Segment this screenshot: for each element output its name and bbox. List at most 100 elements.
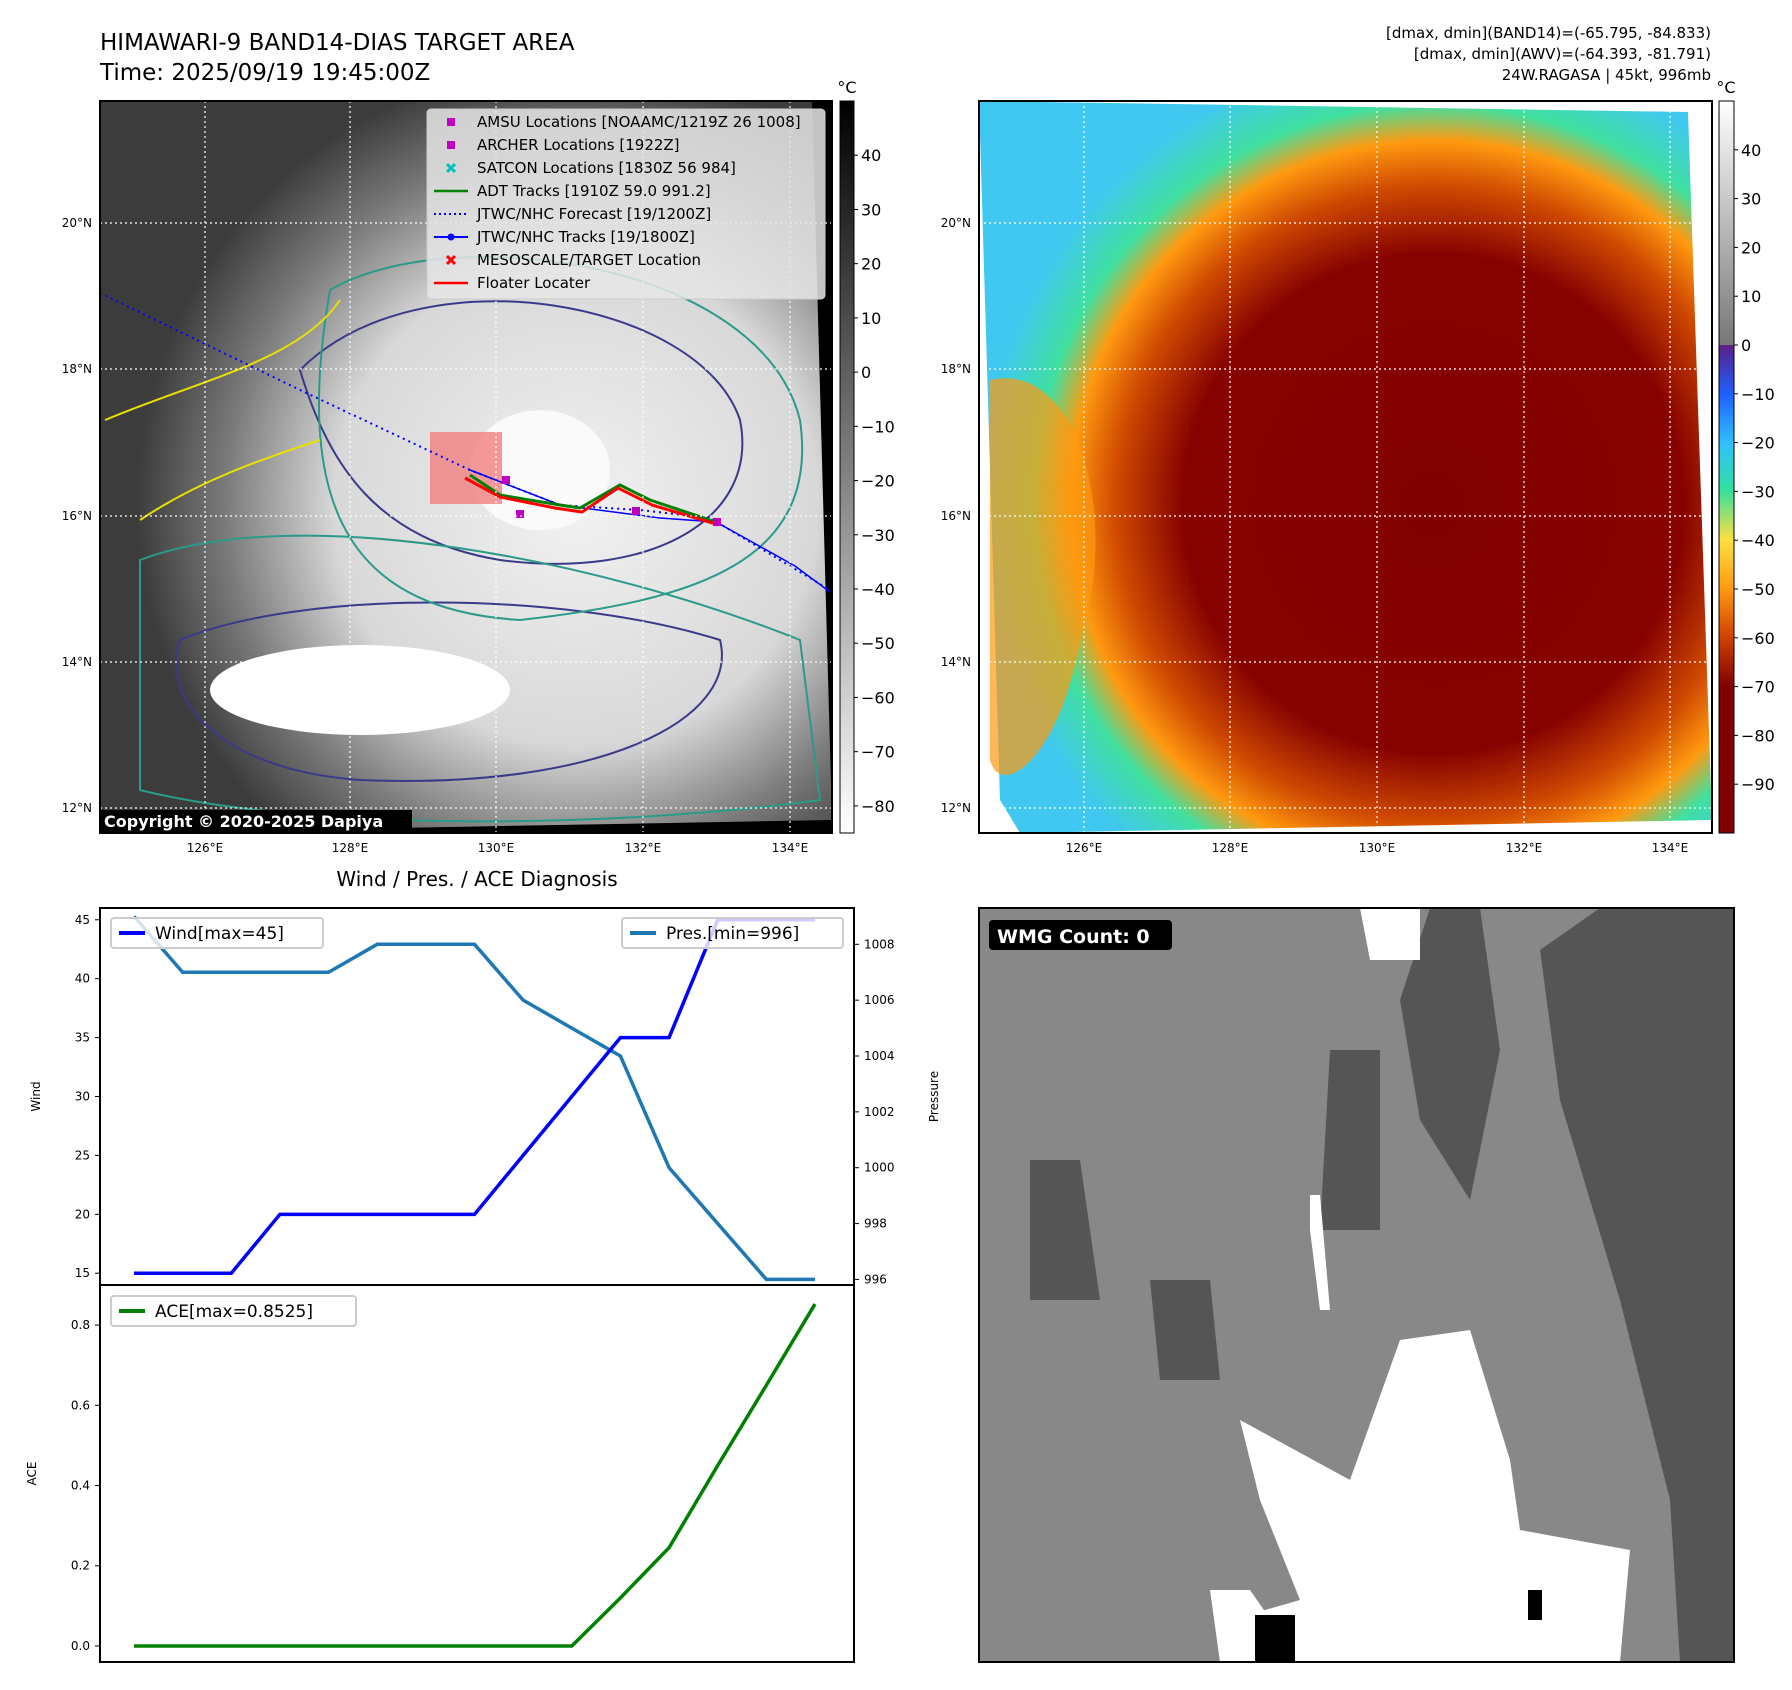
gray-cbar-tick-label: −70 bbox=[861, 743, 895, 762]
ace-legend: ACE[max=0.8525] bbox=[110, 1295, 357, 1327]
color-cbar-tick-label: −50 bbox=[1741, 580, 1775, 599]
legend-label: Floater Locater bbox=[477, 274, 591, 292]
legend-label: Pres.[min=996] bbox=[666, 924, 799, 944]
wind-tick-label: 35 bbox=[75, 1031, 90, 1045]
map-gridlines bbox=[979, 101, 1712, 833]
color-cbar-tick-label: −80 bbox=[1741, 726, 1775, 745]
wmg-panel: WMG Count: 0 bbox=[978, 907, 1735, 1663]
ace-tick-label: 0.6 bbox=[71, 1398, 90, 1412]
pressure-tick-label: 1004 bbox=[864, 1049, 895, 1063]
x-marker-icon bbox=[445, 162, 457, 174]
adt-track bbox=[469, 473, 717, 524]
color-cbar-tick-label: −20 bbox=[1741, 434, 1775, 453]
wind-legend: Wind[max=45] bbox=[110, 917, 324, 949]
storm-info: 24W.RAGASA | 45kt, 996mb bbox=[1502, 66, 1711, 84]
ace-tick-label: 0.4 bbox=[71, 1479, 90, 1493]
lon-label: 134°E bbox=[772, 841, 809, 855]
lon-label: 132°E bbox=[1506, 841, 1543, 855]
lat-label: 12°N bbox=[62, 801, 92, 815]
color-cbar-unit: °C bbox=[1716, 78, 1735, 97]
gray-cbar-tick-label: −30 bbox=[861, 526, 895, 545]
lon-label: 132°E bbox=[625, 841, 662, 855]
wind-tick-label: 45 bbox=[75, 913, 90, 927]
legend-label: SATCON Locations [1830Z 56 984] bbox=[477, 159, 736, 177]
color-cbar-tick-label: −60 bbox=[1741, 629, 1775, 648]
gray-cbar-tick-label: −40 bbox=[861, 580, 895, 599]
color-cbar-tick-label: −40 bbox=[1741, 531, 1775, 550]
wind-axis-label: Wind bbox=[29, 1081, 43, 1111]
pressure-tick-label: 1006 bbox=[864, 993, 895, 1007]
gray-cbar-tick-label: 30 bbox=[861, 200, 881, 219]
diagnosis-title: Wind / Pres. / ACE Diagnosis bbox=[336, 867, 617, 891]
wind-tick-label: 30 bbox=[75, 1090, 90, 1104]
ir-color-map bbox=[978, 100, 1713, 834]
lat-label: 14°N bbox=[62, 655, 92, 669]
ace-line bbox=[134, 1303, 817, 1648]
wmg-count-label: WMG Count: 0 bbox=[997, 926, 1150, 948]
color-cbar-tick-label: 20 bbox=[1741, 238, 1761, 257]
pressure-line bbox=[132, 915, 815, 1282]
awv-range: [dmax, dmin](AWV)=(-64.393, -81.791) bbox=[1414, 45, 1711, 63]
lon-label: 130°E bbox=[478, 841, 515, 855]
pressure-tick-label: 996 bbox=[864, 1272, 887, 1286]
map-legend: AMSU Locations [NOAAMC/1219Z 26 1008] ARC… bbox=[426, 108, 826, 300]
lon-label: 126°E bbox=[1066, 841, 1103, 855]
color-cbar-tick-label: 30 bbox=[1741, 190, 1761, 209]
legend-item: JTWC/NHC Forecast [19/1200Z] bbox=[434, 205, 711, 223]
gray-cbar-tick-label: −50 bbox=[861, 634, 895, 653]
gray-cbar-tick-label: 0 bbox=[861, 363, 871, 382]
wind-tick-label: 40 bbox=[75, 972, 90, 986]
ace-tick-label: 0.8 bbox=[71, 1318, 90, 1332]
lon-label: 128°E bbox=[1212, 841, 1249, 855]
floater-track bbox=[464, 476, 717, 526]
lon-label: 130°E bbox=[1359, 841, 1396, 855]
gray-cbar-tick-label: −20 bbox=[861, 472, 895, 491]
legend-label: MESOSCALE/TARGET Location bbox=[477, 251, 701, 269]
pressure-legend: Pres.[min=996] bbox=[621, 917, 844, 949]
legend-item: ARCHER Locations [1922Z] bbox=[447, 136, 680, 154]
gray-colorbar bbox=[839, 100, 855, 834]
legend-label: JTWC/NHC Forecast [19/1200Z] bbox=[476, 205, 711, 223]
legend-label: ARCHER Locations [1922Z] bbox=[477, 136, 680, 154]
lon-label: 128°E bbox=[332, 841, 369, 855]
lat-label: 16°N bbox=[62, 509, 92, 523]
pressure-axis-label: Pressure bbox=[927, 1071, 941, 1122]
lat-label: 20°N bbox=[941, 216, 971, 230]
gray-cbar-tick-label: 10 bbox=[861, 309, 881, 328]
color-cbar-tick-label: 40 bbox=[1741, 141, 1761, 160]
ace-axis-label: ACE bbox=[25, 1462, 39, 1486]
pressure-tick-label: 1000 bbox=[864, 1161, 895, 1175]
amsu-markers bbox=[502, 476, 721, 526]
x-marker-icon bbox=[445, 254, 457, 266]
gray-cbar-tick-label: −60 bbox=[861, 688, 895, 707]
lat-label: 12°N bbox=[941, 801, 971, 815]
legend-item: JTWC/NHC Tracks [19/1800Z] bbox=[434, 228, 695, 246]
gray-cbar-unit: °C bbox=[837, 78, 856, 97]
lat-label: 20°N bbox=[62, 216, 92, 230]
map-gridlines bbox=[100, 101, 832, 833]
color-cbar-tick-label: −10 bbox=[1741, 385, 1775, 404]
lat-label: 18°N bbox=[62, 362, 92, 376]
legend-item: ADT Tracks [1910Z 59.0 991.2] bbox=[434, 182, 711, 200]
dot-icon bbox=[447, 233, 455, 241]
wind-pressure-axes bbox=[99, 907, 855, 1286]
color-cbar-tick-label: −30 bbox=[1741, 482, 1775, 501]
lon-label: 134°E bbox=[1652, 841, 1689, 855]
pressure-tick-label: 1008 bbox=[864, 937, 895, 951]
gray-cbar-tick-label: 20 bbox=[861, 255, 881, 274]
wind-tick-label: 25 bbox=[75, 1148, 90, 1162]
legend-item: AMSU Locations [NOAAMC/1219Z 26 1008] bbox=[447, 113, 801, 131]
legend-box bbox=[621, 917, 844, 949]
legend-item: SATCON Locations [1830Z 56 984] bbox=[445, 159, 736, 177]
gray-cbar-tick-label: −80 bbox=[861, 797, 895, 816]
square-marker-icon bbox=[447, 118, 455, 126]
ace-tick-label: 0.0 bbox=[71, 1639, 90, 1653]
legend-label: Wind[max=45] bbox=[155, 924, 284, 944]
wind-tick-label: 15 bbox=[75, 1266, 90, 1280]
time-label: Time: 2025/09/19 19:45:00Z bbox=[99, 60, 430, 86]
color-colorbar bbox=[1718, 100, 1735, 834]
legend-box bbox=[110, 917, 324, 949]
lon-label: 126°E bbox=[187, 841, 224, 855]
color-cbar-tick-label: −70 bbox=[1741, 678, 1775, 697]
